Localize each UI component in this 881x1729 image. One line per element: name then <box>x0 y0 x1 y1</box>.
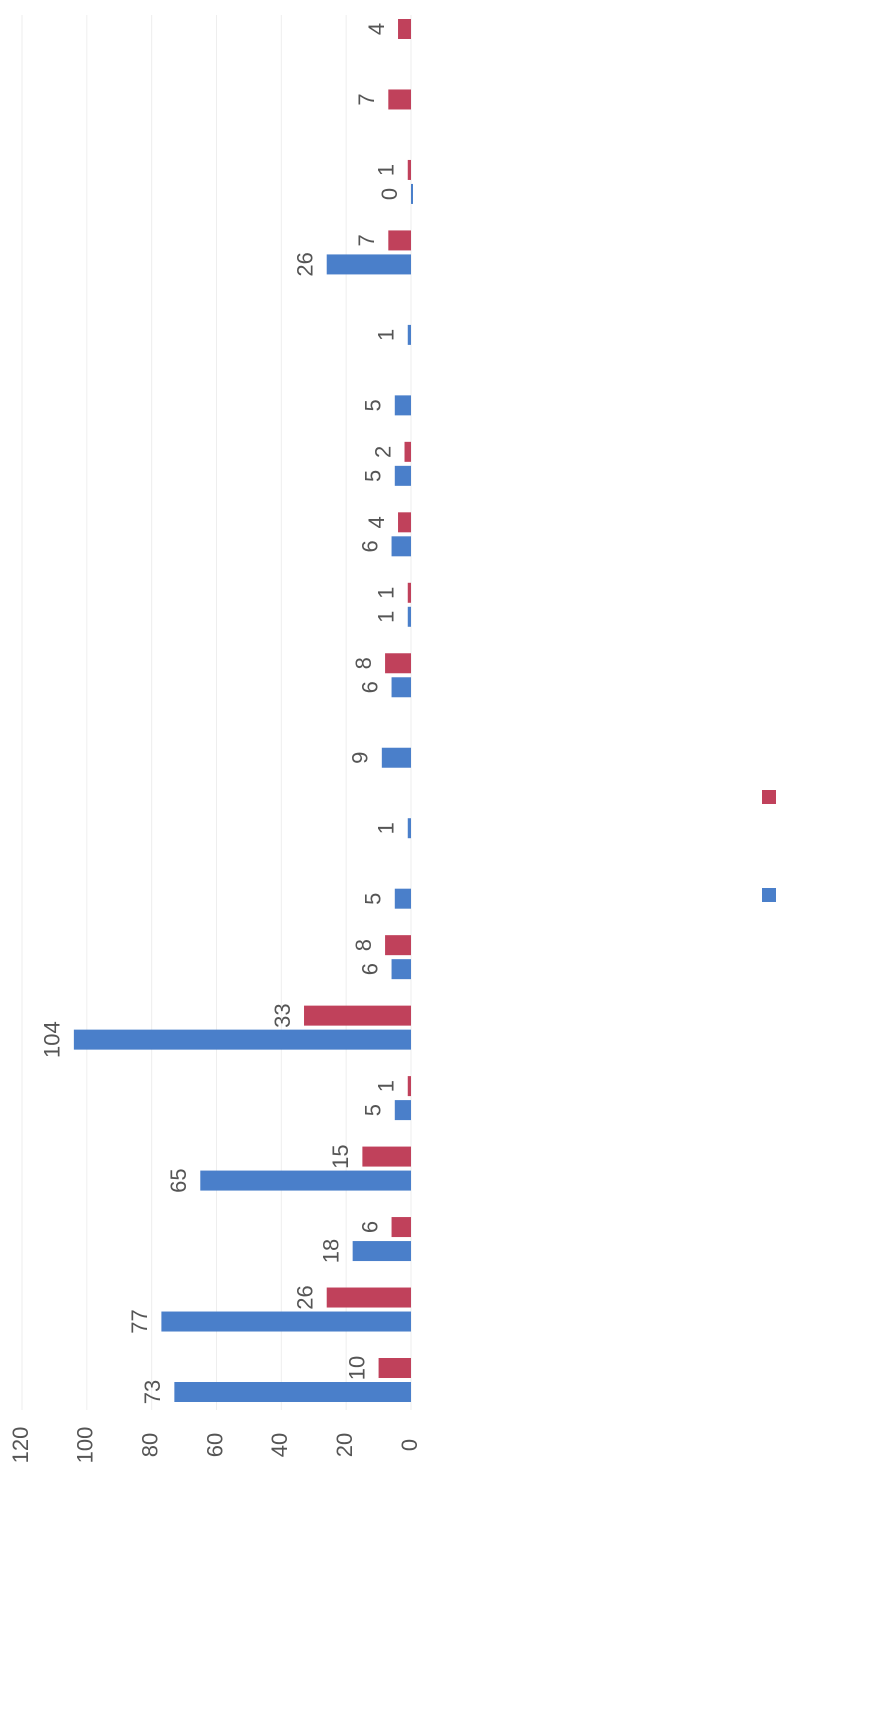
bar <box>161 1311 411 1332</box>
value-label: 5 <box>361 893 386 905</box>
bar <box>394 395 411 416</box>
value-label: 1 <box>374 329 399 341</box>
legend-swatch <box>762 888 776 902</box>
value-label: 4 <box>364 23 389 35</box>
value-label: 26 <box>293 1285 318 1309</box>
value-label: 1 <box>374 587 399 599</box>
tick-label: 0 <box>397 1439 422 1451</box>
value-label: 8 <box>351 657 376 669</box>
bar <box>407 159 411 180</box>
bar <box>352 1241 411 1262</box>
bar <box>407 606 411 627</box>
value-label: 33 <box>270 1003 295 1027</box>
value-label: 77 <box>127 1309 152 1333</box>
bar <box>326 1287 411 1308</box>
value-label: 1 <box>374 164 399 176</box>
value-label: 1 <box>374 1080 399 1092</box>
bar <box>200 1170 411 1191</box>
bar <box>391 959 411 980</box>
bar <box>174 1382 411 1402</box>
value-label: 8 <box>351 939 376 951</box>
value-label: 73 <box>140 1380 165 1404</box>
value-label: 9 <box>348 752 373 764</box>
value-label: 5 <box>361 1104 386 1116</box>
bar <box>394 465 411 486</box>
value-label: 10 <box>344 1356 369 1380</box>
value-label: 7 <box>354 93 379 105</box>
bar <box>378 1358 411 1378</box>
value-label: 65 <box>166 1168 191 1192</box>
bar <box>388 89 411 110</box>
bar <box>385 653 411 674</box>
bar <box>304 1005 411 1026</box>
bar <box>388 230 411 251</box>
tick-label: 80 <box>137 1433 162 1457</box>
bar <box>394 888 411 909</box>
value-label: 5 <box>361 470 386 482</box>
value-label: 2 <box>370 446 395 458</box>
value-label: 6 <box>357 963 382 975</box>
tick-label: 100 <box>73 1427 98 1464</box>
bar <box>385 935 411 956</box>
value-label: 6 <box>357 1221 382 1233</box>
value-label: 26 <box>293 252 318 276</box>
bar <box>391 536 411 557</box>
value-label: 1 <box>374 611 399 623</box>
tick-label: 120 <box>8 1427 33 1464</box>
tick-label: 40 <box>267 1433 292 1457</box>
value-label: 15 <box>328 1144 353 1168</box>
bar <box>362 1146 411 1167</box>
bar <box>407 1076 411 1097</box>
value-label: 5 <box>361 399 386 411</box>
legend-swatch <box>762 790 776 804</box>
bar <box>407 582 411 603</box>
bar <box>411 183 413 204</box>
bar <box>398 512 411 533</box>
bar <box>326 254 411 275</box>
value-label: 6 <box>357 540 382 552</box>
bar <box>391 1217 411 1238</box>
bar <box>381 747 411 768</box>
bar <box>391 677 411 698</box>
tick-label: 60 <box>202 1433 227 1457</box>
value-label: 6 <box>357 681 382 693</box>
bar <box>407 324 411 345</box>
bar <box>404 441 411 462</box>
bar <box>394 1100 411 1121</box>
bar <box>398 19 411 39</box>
bar <box>73 1029 411 1050</box>
value-label: 0 <box>377 188 402 200</box>
bar <box>407 818 411 839</box>
value-label: 7 <box>354 234 379 246</box>
value-label: 104 <box>40 1021 65 1058</box>
value-label: 1 <box>374 822 399 834</box>
value-label: 4 <box>364 516 389 528</box>
tick-label: 20 <box>332 1433 357 1457</box>
value-label: 18 <box>318 1239 343 1263</box>
